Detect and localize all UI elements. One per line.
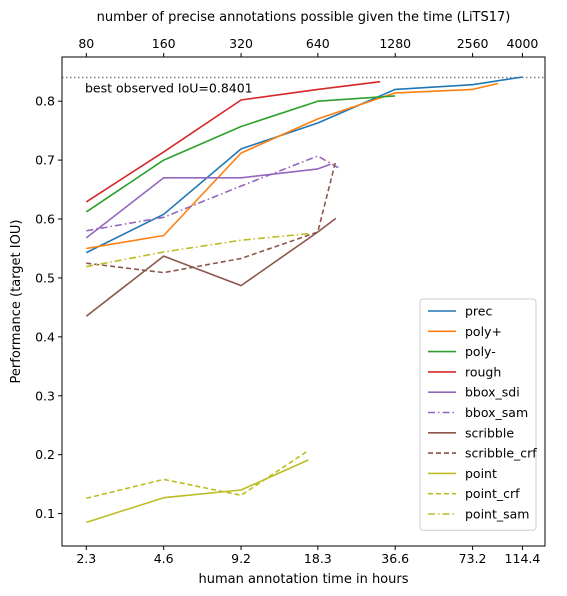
plot-frame bbox=[61, 56, 546, 547]
series-line-bbox-sam bbox=[86, 155, 339, 232]
series-line-point bbox=[86, 459, 309, 524]
y-axis-label: Performance (target IOU) bbox=[9, 220, 24, 384]
x-axis-label: human annotation time in hours bbox=[198, 572, 408, 587]
series-line-point-sam bbox=[86, 232, 309, 268]
legend-entry-rough: rough bbox=[465, 364, 501, 379]
top-tick-label: 2560 bbox=[457, 36, 489, 51]
y-tick-label: 0.2 bbox=[35, 447, 55, 462]
y-tick-label: 0.4 bbox=[35, 329, 55, 344]
series-line-prec bbox=[85, 76, 523, 254]
top-x-axis-label: number of precise annotations possible g… bbox=[97, 10, 511, 25]
x-tick-label: 36.6 bbox=[381, 551, 409, 566]
series-line-poly- bbox=[85, 95, 396, 213]
x-tick-label: 18.3 bbox=[304, 551, 332, 566]
x-tick-label: 2.3 bbox=[76, 551, 96, 566]
y-axis: 0.1 0.2 0.3 0.4 0.5 0.6 0.7 0.8 bbox=[35, 94, 62, 521]
legend-entry-point-crf: point_crf bbox=[465, 486, 520, 501]
plot-area bbox=[61, 56, 546, 547]
series-line-scribble bbox=[85, 217, 337, 317]
legend-entry-scribble-crf: scribble_crf bbox=[465, 446, 537, 461]
x-tick-label: 73.2 bbox=[459, 551, 487, 566]
series-line-bbox-sdi bbox=[85, 163, 331, 239]
legend-entry-poly-: poly+ bbox=[465, 324, 502, 339]
series-layer bbox=[85, 76, 523, 524]
x-tick-label: 9.2 bbox=[231, 551, 251, 566]
legend-box bbox=[419, 298, 537, 531]
x-axis-top: 80 160 320 640 1280 2560 4000 bbox=[78, 36, 538, 57]
series-line-rough bbox=[85, 80, 381, 203]
top-tick-label: 640 bbox=[306, 36, 330, 51]
series-line-poly- bbox=[86, 82, 499, 250]
y-tick-label: 0.3 bbox=[35, 388, 55, 403]
y-tick-label: 0.1 bbox=[35, 506, 55, 521]
legend: prec poly+ poly-rough bbox_sdi bbox_samscrib… bbox=[419, 298, 537, 531]
series-line-scribble-crf bbox=[86, 160, 337, 274]
legend-entry-point-sam: point_sam bbox=[465, 507, 529, 522]
legend-entry-prec: prec bbox=[465, 304, 492, 319]
top-tick-label: 160 bbox=[152, 36, 176, 51]
top-tick-label: 4000 bbox=[507, 36, 539, 51]
y-tick-label: 0.8 bbox=[35, 94, 55, 109]
top-tick-label: 1280 bbox=[379, 36, 411, 51]
y-tick-label: 0.6 bbox=[35, 212, 55, 227]
best-iou-annotation: best observed IoU=0.8401 bbox=[85, 81, 253, 96]
legend-entry-scribble: scribble bbox=[465, 425, 514, 440]
x-axis-bottom: 2.3 4.6 9.2 18.3 36.6 73.2 114.4 bbox=[76, 546, 540, 566]
legend-entry-bbox-sdi: bbox_sdi bbox=[465, 385, 520, 400]
top-tick-label: 320 bbox=[229, 36, 253, 51]
x-tick-label: 114.4 bbox=[505, 551, 541, 566]
legend-entry-bbox-sam: bbox_sam bbox=[465, 405, 528, 420]
y-tick-label: 0.7 bbox=[35, 153, 55, 168]
x-tick-label: 4.6 bbox=[154, 551, 174, 566]
legend-entry-point: point bbox=[465, 466, 497, 481]
top-tick-label: 80 bbox=[78, 36, 94, 51]
y-tick-label: 0.5 bbox=[35, 270, 55, 285]
legend-entry-poly-: poly- bbox=[465, 344, 496, 359]
